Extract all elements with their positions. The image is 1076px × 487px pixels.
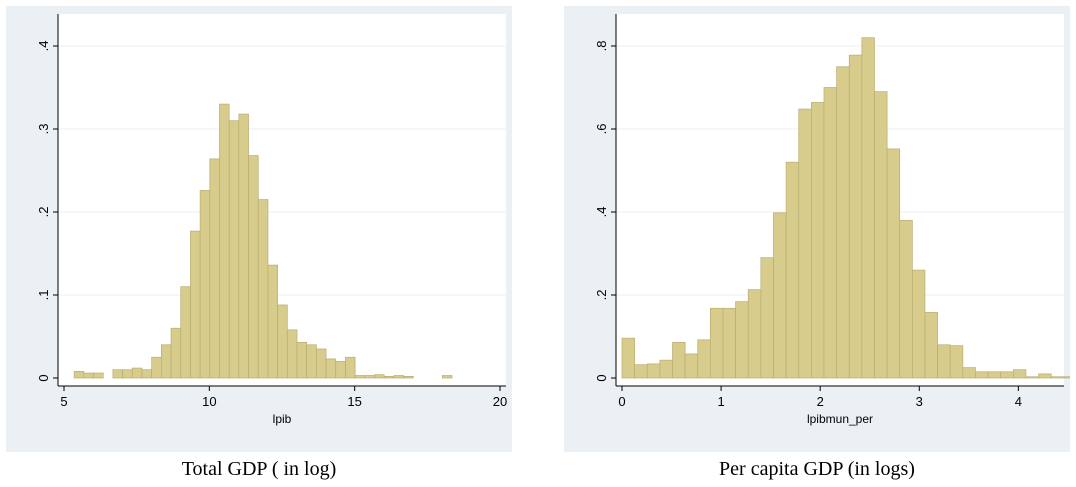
histogram-bar	[238, 113, 249, 379]
histogram-bar	[190, 230, 201, 379]
histogram-bar	[383, 375, 395, 379]
histogram-bar	[773, 212, 787, 379]
histogram-bar	[621, 337, 635, 379]
x-tick-label: 4	[1015, 394, 1022, 409]
histogram-bar	[899, 219, 913, 379]
histogram-bar	[646, 363, 661, 379]
histogram-bar	[886, 148, 901, 379]
histogram-bar	[393, 375, 404, 379]
histogram-bar	[257, 199, 269, 379]
histogram-bar	[659, 359, 673, 379]
x-tick-label: 3	[916, 394, 923, 409]
right-histogram: 0 .2 .4 .6 .8 0 1 2 3 4 lpibmun_per	[594, 14, 1070, 426]
histogram-bar	[209, 158, 220, 379]
x-axis-title: lpib	[273, 412, 292, 426]
histogram-bar	[364, 375, 375, 379]
histogram-bar	[325, 358, 337, 379]
histogram-bar	[1012, 369, 1027, 379]
histogram-bar	[1025, 376, 1039, 379]
histogram-bar	[836, 66, 850, 379]
histogram-bar	[199, 190, 211, 379]
right-chart-panel: 0 .2 .4 .6 .8 0 1 2 3 4 lpibmun_per	[564, 6, 1070, 452]
x-tick-label: 0	[618, 394, 625, 409]
histogram-bar	[760, 257, 774, 379]
y-tick-label: .1	[36, 290, 51, 301]
x-tick-label: 1	[717, 394, 724, 409]
histogram-bar	[296, 341, 308, 379]
histogram-bar	[345, 356, 356, 379]
histogram-bar	[248, 155, 259, 379]
histogram-bar	[848, 54, 863, 379]
histogram-bar	[374, 374, 385, 379]
histogram-bar	[83, 372, 94, 379]
histogram-bar	[710, 307, 724, 379]
left-chart-panel: 0 .1 .2 .3 .4 5 10 15 20 lpib	[6, 6, 512, 452]
y-tick-label: .6	[594, 124, 609, 135]
left-histogram: 0 .1 .2 .3 .4 5 10 15 20 lpib	[36, 14, 507, 426]
histogram-bar	[798, 108, 812, 379]
histogram-bar	[634, 364, 648, 379]
histogram-bar	[1000, 371, 1014, 379]
histogram-bar	[811, 102, 825, 379]
x-tick-label: 5	[60, 394, 67, 409]
histogram-bar	[949, 345, 964, 379]
histogram-bar	[962, 367, 976, 379]
y-tick-label: .8	[594, 41, 609, 52]
histogram-bar	[316, 348, 327, 379]
histogram-bar	[1038, 373, 1052, 379]
histogram-bar	[151, 356, 162, 379]
right-chart-caption: Per capita GDP (in logs)	[719, 458, 915, 480]
histogram-bar	[912, 269, 926, 379]
histogram-bar	[267, 264, 278, 379]
y-tick-label: .2	[594, 290, 609, 301]
histogram-bar	[403, 375, 414, 379]
histogram-bar	[141, 369, 153, 379]
y-tick-label: 0	[594, 374, 609, 381]
histogram-bar	[975, 371, 989, 379]
histogram-bar	[924, 312, 938, 379]
y-tick-label: .2	[36, 207, 51, 218]
histogram-bar	[735, 301, 749, 379]
histogram-bar	[335, 361, 346, 379]
histogram-bar	[161, 344, 172, 379]
histogram-bar	[354, 375, 366, 379]
histogram-bar	[112, 369, 123, 379]
histogram-bar	[1063, 376, 1070, 379]
x-tick-label: 15	[347, 394, 361, 409]
histogram-bar	[697, 339, 711, 379]
histogram-bar	[987, 371, 1002, 379]
x-tick-label: 2	[817, 394, 824, 409]
y-tick-label: .3	[36, 124, 51, 135]
histogram-bar	[277, 304, 288, 379]
x-tick-label: 10	[202, 394, 216, 409]
histogram-bar	[180, 286, 191, 379]
histogram-bar	[73, 371, 85, 379]
left-chart-caption: Total GDP ( in log)	[181, 458, 337, 480]
histogram-bar	[441, 375, 453, 379]
histogram-bar	[286, 329, 298, 379]
y-tick-label: 0	[36, 374, 51, 381]
histogram-bar	[122, 369, 133, 379]
histogram-bar	[672, 341, 686, 379]
histogram-bar	[785, 161, 800, 379]
histogram-bar	[228, 120, 240, 379]
histogram-bar	[937, 344, 951, 379]
histogram-bar	[823, 87, 837, 379]
y-tick-label: .4	[36, 41, 51, 52]
histogram-bar	[306, 344, 317, 379]
histogram-bar	[170, 327, 182, 379]
histogram-bar	[93, 372, 104, 379]
histogram-bar	[874, 91, 888, 379]
histogram-bar	[684, 353, 699, 379]
histogram-bar	[1050, 376, 1065, 379]
y-tick-label: .4	[594, 207, 609, 218]
histogram-bar	[219, 103, 230, 379]
histogram-bar	[131, 367, 143, 379]
x-tick-label: 20	[493, 394, 507, 409]
histogram-bar	[861, 37, 875, 379]
histogram-bar	[722, 307, 736, 379]
x-axis-title: lpibmun_per	[807, 412, 873, 426]
histogram-bar	[747, 289, 762, 379]
